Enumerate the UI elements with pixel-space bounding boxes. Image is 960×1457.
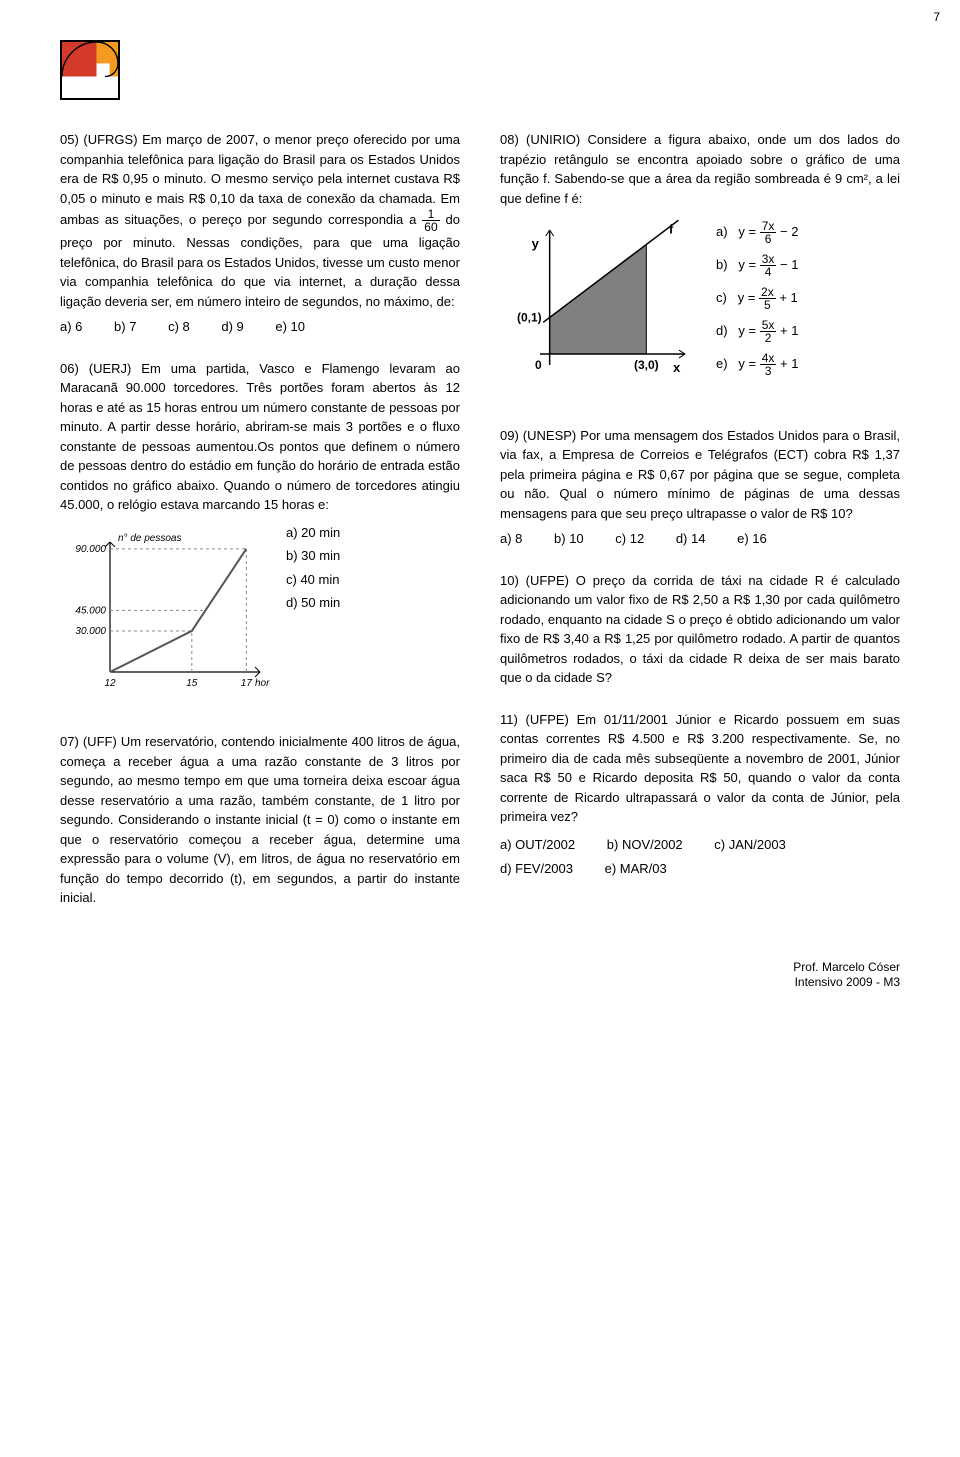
question-10: 10) (UFPE) O preço da corrida de táxi na… (500, 571, 900, 688)
opt-label: a) (716, 224, 728, 239)
q06-text: 06) (UERJ) Em uma partida, Vasco e Flame… (60, 359, 460, 515)
svg-text:y: y (532, 236, 540, 251)
question-11: 11) (UFPE) Em 01/11/2001 Júnior e Ricard… (500, 710, 900, 882)
opt-label: d) (716, 323, 728, 338)
eq-suffix: + 1 (779, 290, 797, 305)
q06-chart: 90.000 45.000 30.000 12 15 17 n° de pessoas hor… (60, 527, 270, 703)
svg-text:(3,0): (3,0) (634, 358, 659, 372)
opt-b: b) 7 (114, 317, 136, 337)
opt-a: a) 20 min (286, 523, 340, 543)
question-05: 05) (UFRGS) Em março de 2007, o menor pr… (60, 130, 460, 337)
frac-den: 5 (759, 299, 776, 311)
q08-options: a) y = 7x6 − 2 b) y = 3x4 − 1 c) y = (716, 212, 798, 385)
left-column: 05) (UFRGS) Em março de 2007, o menor pr… (60, 130, 460, 930)
opt-c: c) 40 min (286, 570, 340, 590)
svg-text:17: 17 (241, 678, 253, 689)
svg-text:15: 15 (186, 678, 198, 689)
opt-b: b) NOV/2002 (607, 833, 683, 858)
opt-e: e) 16 (737, 529, 767, 549)
opt-e: e) y = 4x3 + 1 (716, 352, 798, 377)
question-07: 07) (UFF) Um reservatório, contendo inic… (60, 732, 460, 908)
opt-c: c) 8 (168, 317, 190, 337)
logo-fibonacci (60, 40, 120, 100)
right-column: 08) (UNIRIO) Considere a figura abaixo, … (500, 130, 900, 930)
frac-den: 3 (760, 365, 777, 377)
opt-c: c) 12 (615, 529, 644, 549)
svg-text:90.000: 90.000 (75, 543, 106, 554)
question-06: 06) (UERJ) Em uma partida, Vasco e Flame… (60, 359, 460, 711)
opt-a: a) y = 7x6 − 2 (716, 220, 798, 245)
eq-prefix: y = (738, 257, 759, 272)
eq-suffix: + 1 (780, 323, 798, 338)
svg-text:0: 0 (535, 358, 542, 372)
page-number: 7 (933, 10, 940, 24)
q05-options: a) 6 b) 7 c) 8 d) 9 e) 10 (60, 317, 460, 337)
eq-prefix: y = (738, 356, 759, 371)
eq-suffix: − 1 (780, 257, 798, 272)
opt-d: d) 14 (676, 529, 706, 549)
opt-b: b) 30 min (286, 546, 340, 566)
eq-prefix: y = (738, 323, 759, 338)
opt-label: c) (716, 290, 727, 305)
opt-d: d) 9 (221, 317, 243, 337)
svg-text:45.000: 45.000 (75, 605, 106, 616)
frac-den: 60 (422, 221, 439, 233)
opt-d: d) FEV/2003 (500, 857, 573, 882)
q11-text: 11) (UFPE) Em 01/11/2001 Júnior e Ricard… (500, 710, 900, 827)
frac-den: 6 (760, 233, 777, 245)
svg-text:n° de pessoas: n° de pessoas (118, 533, 182, 544)
svg-text:30.000: 30.000 (75, 625, 106, 636)
opt-b: b) 10 (554, 529, 584, 549)
opt-a: a) OUT/2002 (500, 833, 575, 858)
opt-label: b) (716, 257, 728, 272)
q09-text: 09) (UNESP) Por uma mensagem dos Estados… (500, 426, 900, 524)
svg-text:f: f (669, 222, 674, 237)
q06-options: a) 20 min b) 30 min c) 40 min d) 50 min (286, 519, 340, 617)
opt-a: a) 8 (500, 529, 522, 549)
svg-text:(0,1): (0,1) (517, 311, 542, 325)
q05-fraction: 1 60 (422, 208, 439, 233)
opt-e: e) MAR/03 (605, 857, 667, 882)
opt-a: a) 6 (60, 317, 82, 337)
svg-text:x: x (673, 360, 681, 375)
q11-options: a) OUT/2002 b) NOV/2002 c) JAN/2003 d) F… (500, 833, 900, 882)
footer-line1: Prof. Marcelo Cóser (60, 960, 900, 976)
q10-text: 10) (UFPE) O preço da corrida de táxi na… (500, 571, 900, 688)
q09-options: a) 8 b) 10 c) 12 d) 14 e) 16 (500, 529, 900, 549)
opt-d: d) y = 5x2 + 1 (716, 319, 798, 344)
svg-text:horário: horário (255, 678, 270, 689)
q08-chart: y x 0 (0,1) (3,0) f (500, 220, 700, 396)
eq-suffix: − 2 (780, 224, 798, 239)
frac-den: 4 (760, 266, 777, 278)
eq-prefix: y = (738, 224, 759, 239)
q05-text: 05) (UFRGS) Em março de 2007, o menor pr… (60, 132, 460, 227)
svg-text:12: 12 (104, 678, 116, 689)
opt-label: e) (716, 356, 728, 371)
opt-d: d) 50 min (286, 593, 340, 613)
question-09: 09) (UNESP) Por uma mensagem dos Estados… (500, 426, 900, 549)
frac-den: 2 (760, 332, 777, 344)
opt-e: e) 10 (275, 317, 305, 337)
footer-line2: Intensivo 2009 - M3 (60, 975, 900, 991)
page-footer: Prof. Marcelo Cóser Intensivo 2009 - M3 (60, 960, 900, 991)
question-08: 08) (UNIRIO) Considere a figura abaixo, … (500, 130, 900, 404)
opt-c: c) JAN/2003 (714, 833, 786, 858)
eq-prefix: y = (738, 290, 759, 305)
q08-text: 08) (UNIRIO) Considere a figura abaixo, … (500, 130, 900, 208)
q07-text: 07) (UFF) Um reservatório, contendo inic… (60, 732, 460, 908)
opt-b: b) y = 3x4 − 1 (716, 253, 798, 278)
opt-c: c) y = 2x5 + 1 (716, 286, 798, 311)
eq-suffix: + 1 (780, 356, 798, 371)
content-columns: 05) (UFRGS) Em março de 2007, o menor pr… (60, 130, 900, 930)
